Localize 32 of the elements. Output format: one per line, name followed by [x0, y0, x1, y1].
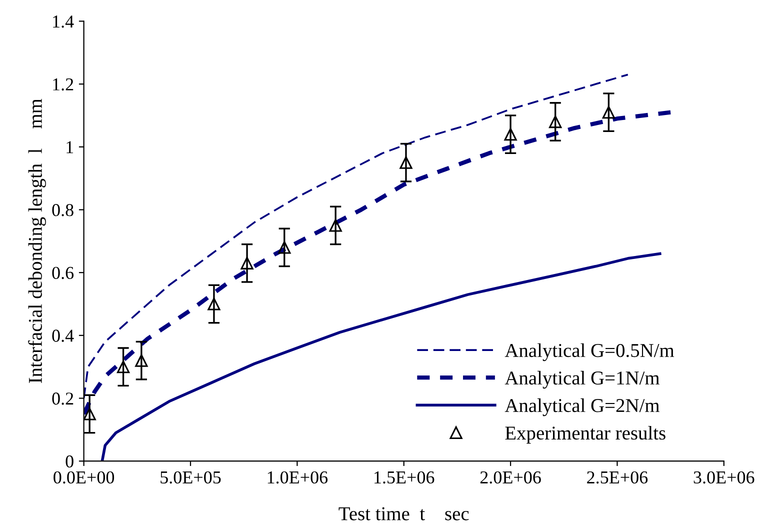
y-axis-title: Interfacial debonding length l mm — [28, 98, 46, 383]
x-tick-label: 2.0E+06 — [480, 471, 541, 484]
x-tick-label: 2.5E+06 — [587, 471, 648, 484]
y-tick-label: 1.4 — [53, 16, 74, 28]
y-tick-label: 1.2 — [53, 78, 74, 91]
y-tick-label: 0.8 — [52, 204, 74, 216]
point — [208, 298, 220, 310]
point — [116, 360, 130, 374]
legend-label: Analytical G=2N/m — [504, 398, 660, 416]
y-tick-label: 1 — [66, 141, 74, 154]
x-tick-label: 1.0E+06 — [268, 471, 328, 484]
point — [549, 115, 562, 128]
point — [84, 408, 96, 420]
point — [329, 219, 342, 232]
point — [602, 106, 616, 119]
point — [400, 156, 412, 169]
x-tick-label: 0.0E+00 — [54, 471, 114, 484]
point — [278, 241, 291, 254]
y-tick-label: 0 — [66, 455, 74, 468]
point — [240, 256, 254, 270]
y-tick-label: 0.6 — [52, 266, 74, 280]
y-tick-label: 0.2 — [52, 392, 74, 405]
x-tick-label: 3.0E+06 — [694, 471, 754, 484]
y-tick-label: 0.4 — [52, 330, 74, 342]
legend-label: Analytical G=0.5N/m — [504, 343, 674, 362]
legend-label: Experimentar results — [505, 426, 666, 444]
point — [504, 128, 517, 141]
x-tick-label: 1.5E+06 — [374, 471, 434, 484]
x-axis-title: Test time t sec — [338, 507, 469, 520]
x-tick-label: 5.0E+05 — [160, 471, 221, 484]
legend-label: Analytical G=1N/m — [504, 370, 660, 389]
point — [135, 354, 148, 367]
